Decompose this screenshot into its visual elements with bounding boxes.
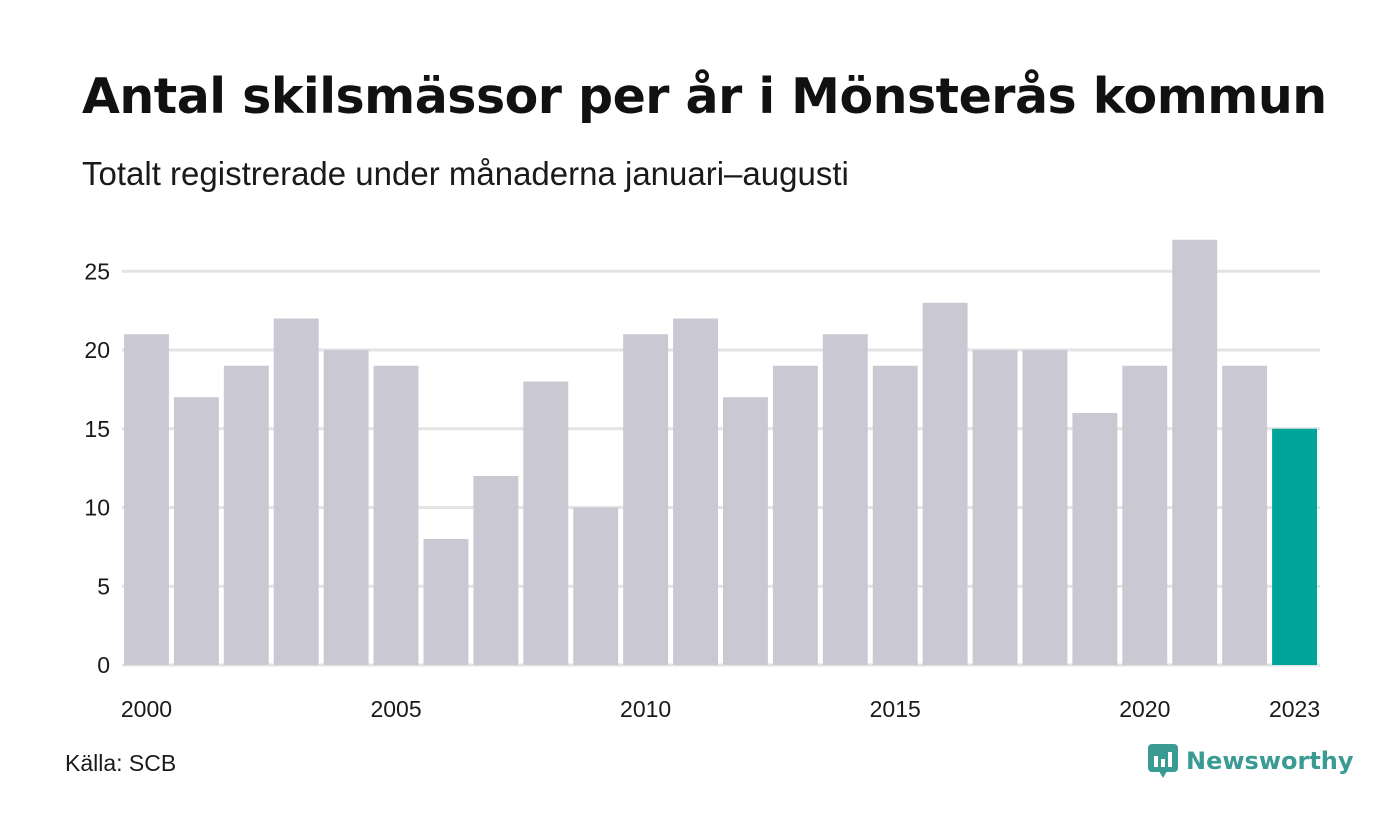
y-axis-ticks: 0 5 10 15 20 25 <box>84 258 110 678</box>
bar-2001 <box>173 397 219 665</box>
bar-2007 <box>473 476 519 665</box>
x-axis-ticks: 2000 2005 2010 2015 2020 2023 <box>121 696 1320 722</box>
x-tick-label: 2005 <box>370 696 421 722</box>
bar-2013 <box>772 365 818 665</box>
bar-2014 <box>822 334 868 665</box>
bar-2005 <box>373 365 419 665</box>
bar-2008 <box>523 381 569 665</box>
bar-2023 <box>1272 428 1317 665</box>
brand-label: Newsworthy <box>1186 747 1354 775</box>
bar-2017 <box>972 350 1018 665</box>
brand-logo: Newsworthy <box>1148 744 1354 778</box>
chart-title: Antal skilsmässor per år i Mönsterås kom… <box>82 68 1327 125</box>
y-tick-label: 5 <box>97 573 110 599</box>
bar-2004 <box>323 350 369 665</box>
chart-bubble-icon <box>1148 744 1178 778</box>
bar-2003 <box>273 318 319 665</box>
bar-2011 <box>673 318 718 665</box>
bar-2016 <box>922 302 968 665</box>
gridlines <box>122 269 1320 667</box>
y-tick-label: 0 <box>97 652 110 678</box>
bar-2009 <box>573 507 619 665</box>
x-tick-label: 2020 <box>1119 696 1170 722</box>
bar-2020 <box>1122 365 1168 665</box>
x-tick-label: 2000 <box>121 696 172 722</box>
bar-2000 <box>124 334 169 665</box>
y-tick-label: 15 <box>84 416 110 442</box>
bar-2022 <box>1222 365 1268 665</box>
bar-2019 <box>1072 413 1118 665</box>
bar-2018 <box>1022 350 1068 665</box>
bar-2010 <box>623 334 669 665</box>
bar-2006 <box>423 539 469 665</box>
chart-subtitle: Totalt registrerade under månaderna janu… <box>82 155 849 192</box>
bar-2015 <box>872 365 918 665</box>
x-tick-label: 2010 <box>620 696 671 722</box>
bar-2012 <box>723 397 768 665</box>
bar-2002 <box>223 365 269 665</box>
bar-2021 <box>1172 239 1218 665</box>
y-tick-label: 10 <box>84 495 110 521</box>
y-tick-label: 20 <box>84 337 110 363</box>
x-tick-label: 2023 <box>1269 696 1320 722</box>
x-tick-label: 2015 <box>870 696 921 722</box>
source-note: Källa: SCB <box>65 750 177 776</box>
y-tick-label: 25 <box>84 258 110 284</box>
bars <box>124 239 1317 665</box>
